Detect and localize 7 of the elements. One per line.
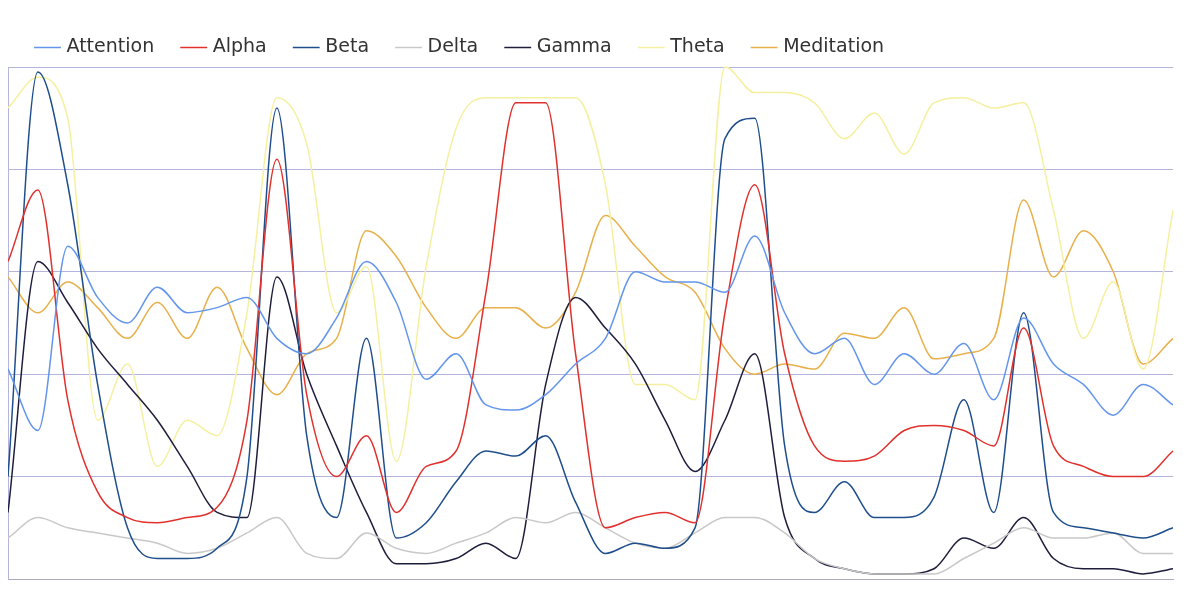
legend-label: Meditation — [783, 34, 885, 57]
legend-label: Beta — [325, 34, 370, 57]
legend-label: Theta — [669, 34, 725, 57]
legend-label: Delta — [427, 34, 479, 57]
legend-label: Gamma — [536, 34, 612, 57]
legend-label: Attention — [66, 34, 155, 57]
legend-label: Alpha — [212, 34, 267, 57]
